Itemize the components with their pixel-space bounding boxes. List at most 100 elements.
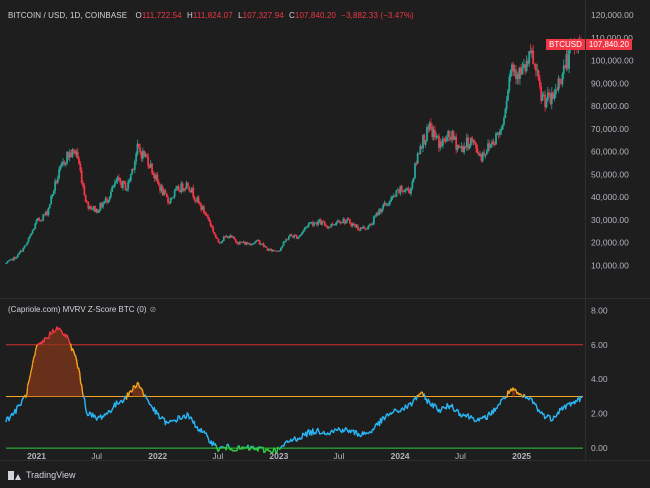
price-tick-label: 110,000.00 [591,33,633,43]
candle-body [532,50,535,65]
candle-body [83,185,86,195]
candle-body [540,86,543,101]
zscore-segment [207,437,210,443]
candle-body [329,226,331,228]
candle-body [407,188,410,191]
candle-body [481,152,484,161]
candle-body [554,89,557,95]
zscore-segment [31,361,34,370]
candle-body [457,144,460,147]
candle-body [362,226,365,229]
candle-body [370,224,373,226]
candle-body [148,165,151,168]
candle-body [523,64,525,68]
candle-body [257,239,260,241]
candle-body [495,133,497,145]
candle-body [357,225,359,230]
candle-body [241,242,244,244]
zscore-fill [74,355,76,397]
candle-body [422,134,424,149]
candle-body [132,168,135,170]
candle-body [115,181,118,183]
candle-body [13,257,15,261]
candle-body [382,205,385,209]
candle-body [245,242,248,245]
candle-body [194,200,197,202]
candle-body [565,54,568,68]
candle-body [317,221,319,225]
candle-body [541,95,544,101]
candle-body [236,241,238,244]
candle-body [521,67,524,75]
candle-body [511,64,513,71]
candle-body [366,228,369,230]
candle-body [380,208,383,213]
candle-body [218,242,221,244]
time-tick-label: Jul [91,451,102,461]
candle-body [229,235,232,238]
candle-body [566,54,569,69]
candle-body [87,202,90,209]
candle-body [423,134,426,145]
zscore-fill [134,386,136,397]
zscore-segment [29,371,32,379]
candle-body [520,67,523,75]
time-axis[interactable]: 2021 Jul 2022 Jul 2023 Jul 2024 Jul 2025 [27,451,531,461]
candle-body [307,222,310,227]
candle-body [301,232,304,235]
candle-body [418,153,420,155]
badge-price: 107,840.20 [585,39,632,50]
candle-body [550,92,553,104]
candle-body [113,182,116,187]
candle-body [107,200,110,203]
tradingview-branding[interactable]: TradingView [8,470,76,480]
candle-body [197,197,200,203]
zscore-fill [67,338,69,397]
zscore-fill [71,349,73,397]
candle-body [74,150,76,154]
zscore-axis[interactable]: 8.00 6.00 4.00 2.00 0.00 [591,305,608,453]
candle-body [25,244,27,246]
price-tick-label: 90,000.00 [591,78,629,88]
eye-icon[interactable]: ⊘ [149,305,157,314]
candle-body [159,184,161,192]
candle-body [374,215,377,217]
candle-body [476,148,479,154]
last-price-badge: BTCUSD 107,840.20 [546,39,632,50]
candle-body [208,217,211,222]
open-label: O [135,11,142,20]
indicator-title[interactable]: (Capriole.com) MVRV Z-Score BTC (0) [8,305,147,314]
candle-body [363,226,366,229]
candle-body [285,239,288,242]
candle-body [384,202,387,206]
indicator-legend[interactable]: (Capriole.com) MVRV Z-Score BTC (0) ⊘ [8,305,156,314]
candle-body [464,146,467,148]
candle-body [181,183,184,191]
candle-body [22,247,25,252]
candle-body [34,223,37,230]
candle-body [444,139,447,142]
candle-body [475,143,477,149]
candle-body [295,235,298,239]
high-label: H [187,11,193,20]
price-axis[interactable]: 120,000.00 110,000.00 100,000.00 90,000.00 8… [591,10,634,270]
candle-body [131,168,134,175]
candle-body [493,144,496,145]
candle-body [448,130,451,137]
candle-body [258,240,261,245]
symbol-title[interactable]: BITCOIN / USD, 1D, COINBASE [8,11,128,20]
candle-body [26,242,29,245]
candle-body [66,151,68,163]
candle-body [80,170,83,183]
zscore-segment [20,399,23,406]
zscore-tick-label: 8.00 [591,305,608,315]
zscore-segment [193,420,196,428]
zscore-segment [28,376,31,383]
zscore-segment [32,356,35,363]
candle-body [193,196,196,201]
zscore-segment [306,429,309,438]
zscore-fill [39,343,41,397]
candle-body [172,196,175,198]
candle-body [222,236,225,241]
